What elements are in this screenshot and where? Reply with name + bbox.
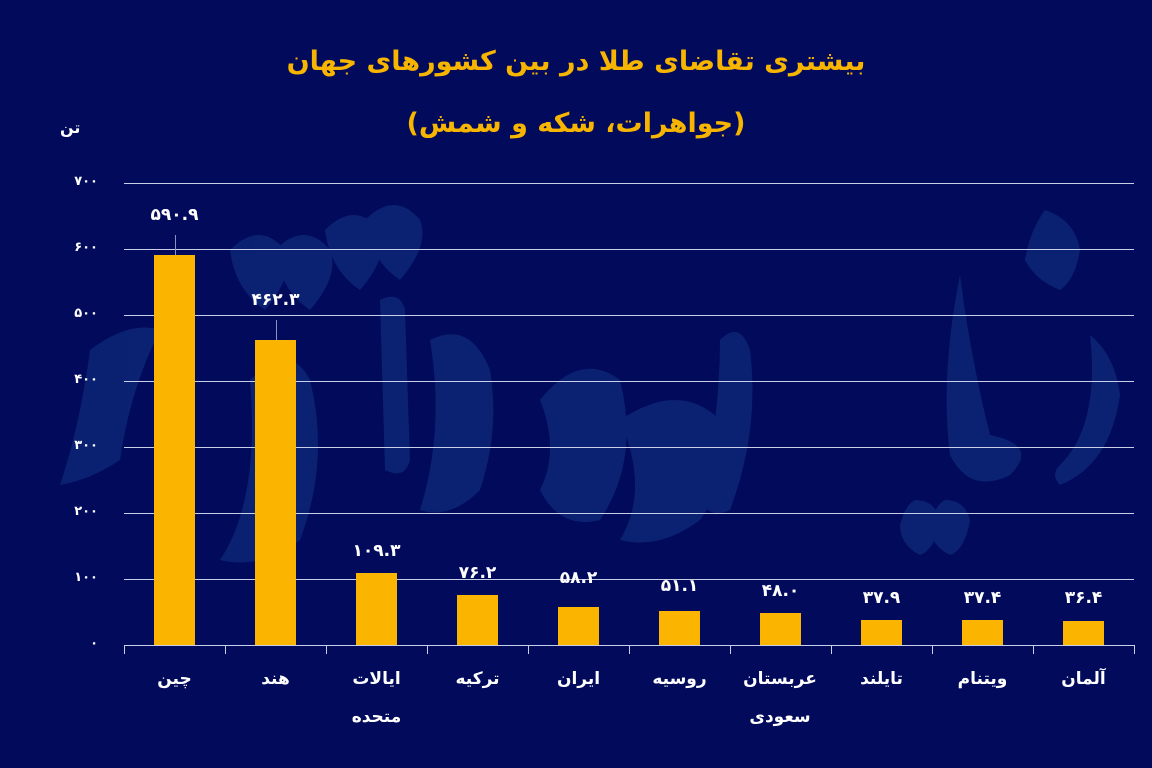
bar <box>760 613 801 645</box>
x-category-label: روسیه <box>652 669 707 689</box>
x-category-label: آلمان <box>1061 669 1106 689</box>
y-tick-label: ۴۰۰ <box>74 372 98 387</box>
x-category-label: هند <box>261 669 290 689</box>
bar <box>154 255 195 645</box>
gridline <box>124 447 1134 448</box>
x-tick-mark <box>225 645 226 654</box>
data-label: ۴۶۲.۳ <box>251 290 300 310</box>
data-label-leader-line <box>276 320 277 340</box>
data-label: ۵۸.۲ <box>559 568 598 588</box>
x-tick-mark <box>326 645 327 654</box>
y-tick-label: ۶۰۰ <box>74 240 98 255</box>
chart-subtitle: (جواهرات، شکه و شمش) <box>406 108 746 139</box>
data-label-leader-line <box>175 235 176 255</box>
bar <box>1063 621 1104 645</box>
data-label: ۵۹۰.۹ <box>150 205 199 225</box>
x-category-label: عربستان سعودی <box>743 669 817 727</box>
bar <box>659 611 700 645</box>
gridline <box>124 249 1134 250</box>
bar <box>962 620 1003 645</box>
gridline <box>124 381 1134 382</box>
bar <box>558 607 599 645</box>
gridline <box>124 315 1134 316</box>
x-category-label: ایالات متحده <box>351 669 402 727</box>
x-tick-mark <box>427 645 428 654</box>
data-label: ۳۷.۴ <box>963 588 1002 608</box>
x-tick-mark <box>124 645 125 654</box>
bar <box>457 595 498 645</box>
bar <box>255 340 296 645</box>
data-label: ۴۸.۰ <box>761 581 800 601</box>
gridline <box>124 183 1134 184</box>
x-tick-mark <box>730 645 731 654</box>
y-tick-label: ۱۰۰ <box>74 570 98 585</box>
x-tick-mark <box>831 645 832 654</box>
y-tick-label: ۷۰۰ <box>74 174 98 189</box>
chart-title: بیشتری تقاضای طلا در بین کشورهای جهان <box>286 46 866 77</box>
x-tick-mark <box>629 645 630 654</box>
x-category-label: چین <box>157 669 192 689</box>
gridline <box>124 513 1134 514</box>
x-category-label: ترکیه <box>455 669 500 689</box>
y-tick-label: ۵۰۰ <box>74 306 98 321</box>
x-category-label: ایران <box>556 669 601 689</box>
y-axis-unit-label: تن <box>60 118 81 137</box>
x-tick-mark <box>1033 645 1034 654</box>
data-label: ۷۶.۲ <box>458 563 497 583</box>
x-category-label: تایلند <box>860 669 903 689</box>
data-label: ۳۶.۴ <box>1064 588 1103 608</box>
y-tick-label: ۲۰۰ <box>74 504 98 519</box>
bar <box>861 620 902 645</box>
data-label: ۳۷.۹ <box>862 588 901 608</box>
y-tick-label: ۰ <box>90 636 98 651</box>
y-tick-label: ۳۰۰ <box>74 438 98 453</box>
data-label: ۱۰۹.۳ <box>352 541 401 561</box>
gridline <box>124 579 1134 580</box>
data-label: ۵۱.۱ <box>660 576 699 596</box>
bar <box>356 573 397 645</box>
x-tick-mark <box>1134 645 1135 654</box>
x-tick-mark <box>932 645 933 654</box>
x-category-label: ویتنام <box>957 669 1008 689</box>
x-tick-mark <box>528 645 529 654</box>
